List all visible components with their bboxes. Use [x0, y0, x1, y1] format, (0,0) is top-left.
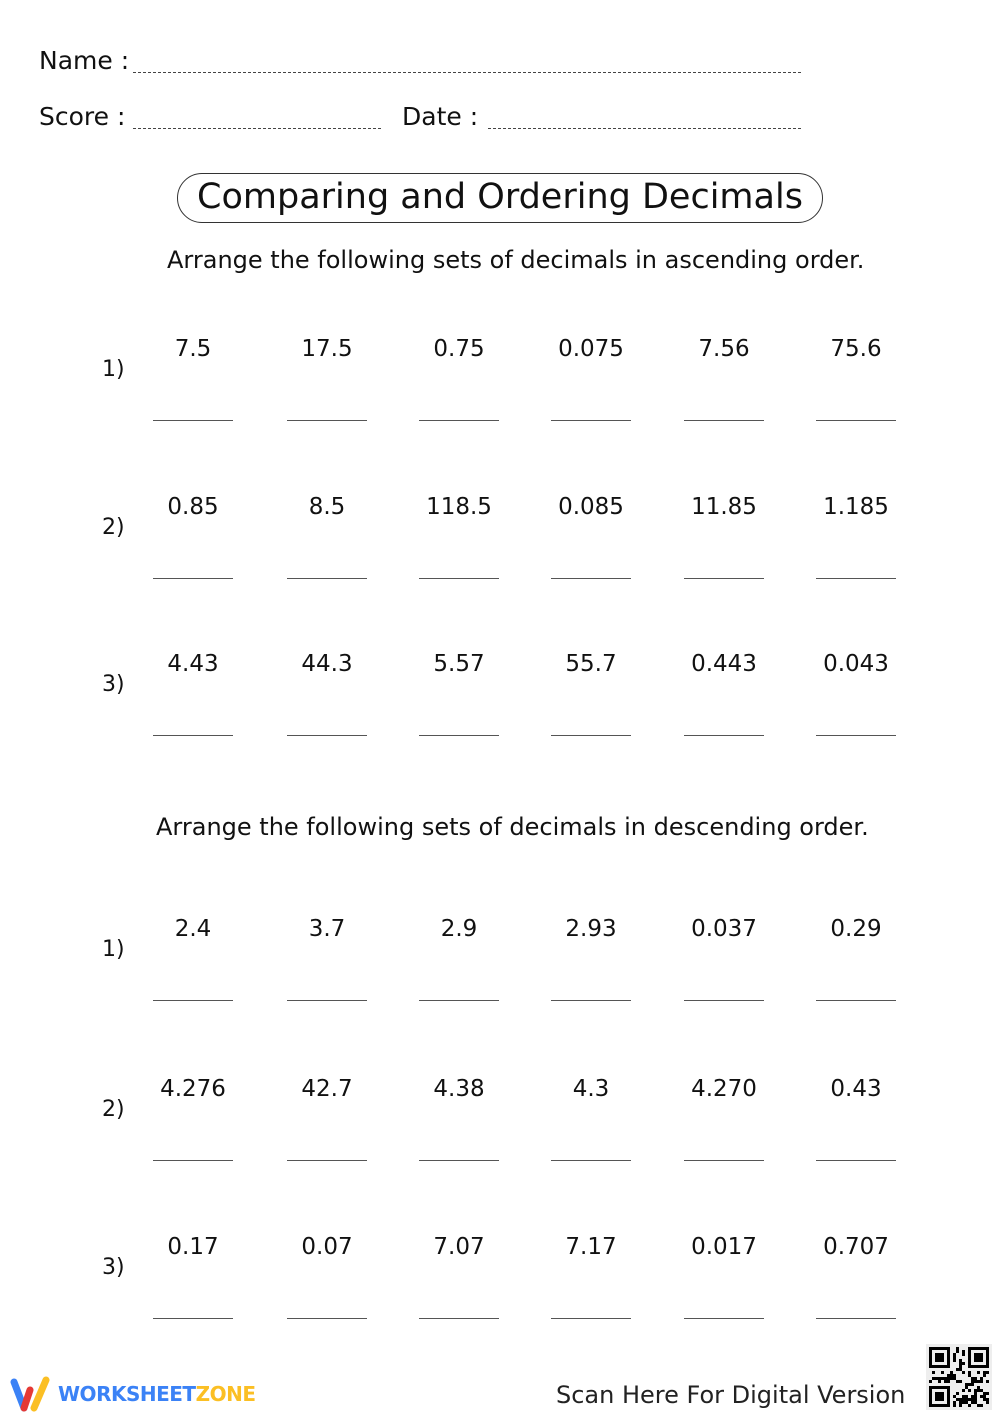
decimal-value: 3.7	[308, 916, 346, 942]
problem-number: 2)	[102, 515, 125, 540]
answer-blank[interactable]	[816, 1318, 896, 1319]
answer-blank[interactable]	[551, 420, 631, 421]
decimal-value: 118.5	[426, 494, 492, 520]
logo-icon	[10, 1376, 50, 1412]
brand-zone: ZONE	[195, 1382, 256, 1406]
answer-blank[interactable]	[816, 420, 896, 421]
answer-blank[interactable]	[684, 1318, 764, 1319]
answer-blank[interactable]	[153, 735, 233, 736]
decimal-value: 11.85	[691, 494, 757, 520]
answer-blank[interactable]	[419, 1318, 499, 1319]
scan-text: Scan Here For Digital Version	[556, 1381, 906, 1409]
page-title: Comparing and Ordering Decimals	[177, 173, 823, 223]
decimal-value: 4.270	[691, 1076, 757, 1102]
answer-blank[interactable]	[287, 578, 367, 579]
decimal-value: 0.07	[301, 1234, 353, 1260]
answer-blank[interactable]	[287, 1160, 367, 1161]
decimal-value: 0.43	[830, 1076, 882, 1102]
decimal-value: 0.443	[691, 651, 757, 677]
problem-number: 3)	[102, 1255, 125, 1280]
decimal-value: 2.9	[440, 916, 478, 942]
decimal-value: 0.017	[691, 1234, 757, 1260]
answer-blank[interactable]	[551, 1000, 631, 1001]
problem-number: 2)	[102, 1097, 125, 1122]
decimal-value: 44.3	[301, 651, 353, 677]
answer-blank[interactable]	[684, 420, 764, 421]
answer-blank[interactable]	[684, 735, 764, 736]
decimal-value: 2.4	[174, 916, 212, 942]
name-field[interactable]	[133, 72, 801, 73]
answer-blank[interactable]	[816, 735, 896, 736]
decimal-value: 0.85	[167, 494, 219, 520]
decimal-value: 7.17	[565, 1234, 617, 1260]
answer-blank[interactable]	[419, 420, 499, 421]
problem-number: 1)	[102, 937, 125, 962]
answer-blank[interactable]	[153, 1318, 233, 1319]
decimal-value: 0.043	[823, 651, 889, 677]
answer-blank[interactable]	[287, 1000, 367, 1001]
date-field[interactable]	[488, 128, 801, 129]
answer-blank[interactable]	[419, 1000, 499, 1001]
decimal-value: 0.075	[558, 336, 624, 362]
decimal-value: 0.75	[433, 336, 485, 362]
qr-code-icon[interactable]	[926, 1344, 992, 1410]
answer-blank[interactable]	[816, 1160, 896, 1161]
decimal-value: 42.7	[301, 1076, 353, 1102]
answer-blank[interactable]	[684, 1160, 764, 1161]
section-instruction: Arrange the following sets of decimals i…	[156, 813, 869, 841]
name-label: Name :	[39, 46, 130, 75]
decimal-value: 1.185	[823, 494, 889, 520]
problem-number: 3)	[102, 672, 125, 697]
answer-blank[interactable]	[419, 1160, 499, 1161]
decimal-value: 7.07	[433, 1234, 485, 1260]
decimal-value: 4.43	[167, 651, 219, 677]
answer-blank[interactable]	[551, 1318, 631, 1319]
decimal-value: 4.276	[160, 1076, 226, 1102]
worksheetzone-logo: WORKSHEETZONE	[10, 1376, 256, 1412]
decimal-value: 17.5	[301, 336, 353, 362]
score-field[interactable]	[133, 128, 381, 129]
section-instruction: Arrange the following sets of decimals i…	[167, 246, 865, 274]
score-label: Score :	[39, 102, 126, 131]
answer-blank[interactable]	[287, 735, 367, 736]
answer-blank[interactable]	[153, 1000, 233, 1001]
answer-blank[interactable]	[551, 1160, 631, 1161]
answer-blank[interactable]	[551, 578, 631, 579]
decimal-value: 0.29	[830, 916, 882, 942]
decimal-value: 7.5	[174, 336, 212, 362]
decimal-value: 55.7	[565, 651, 617, 677]
decimal-value: 4.3	[572, 1076, 610, 1102]
answer-blank[interactable]	[684, 578, 764, 579]
answer-blank[interactable]	[287, 420, 367, 421]
decimal-value: 0.037	[691, 916, 757, 942]
decimal-value: 75.6	[830, 336, 882, 362]
decimal-value: 8.5	[308, 494, 346, 520]
answer-blank[interactable]	[153, 1160, 233, 1161]
decimal-value: 0.17	[167, 1234, 219, 1260]
answer-blank[interactable]	[551, 735, 631, 736]
answer-blank[interactable]	[287, 1318, 367, 1319]
decimal-value: 0.085	[558, 494, 624, 520]
decimal-value: 2.93	[565, 916, 617, 942]
decimal-value: 5.57	[433, 651, 485, 677]
answer-blank[interactable]	[153, 420, 233, 421]
answer-blank[interactable]	[684, 1000, 764, 1001]
answer-blank[interactable]	[816, 1000, 896, 1001]
brand-worksheet: WORKSHEET	[58, 1382, 196, 1406]
answer-blank[interactable]	[419, 578, 499, 579]
decimal-value: 4.38	[433, 1076, 485, 1102]
date-label: Date :	[402, 102, 479, 131]
decimal-value: 0.707	[823, 1234, 889, 1260]
decimal-value: 7.56	[698, 336, 750, 362]
answer-blank[interactable]	[816, 578, 896, 579]
answer-blank[interactable]	[153, 578, 233, 579]
answer-blank[interactable]	[419, 735, 499, 736]
problem-number: 1)	[102, 357, 125, 382]
